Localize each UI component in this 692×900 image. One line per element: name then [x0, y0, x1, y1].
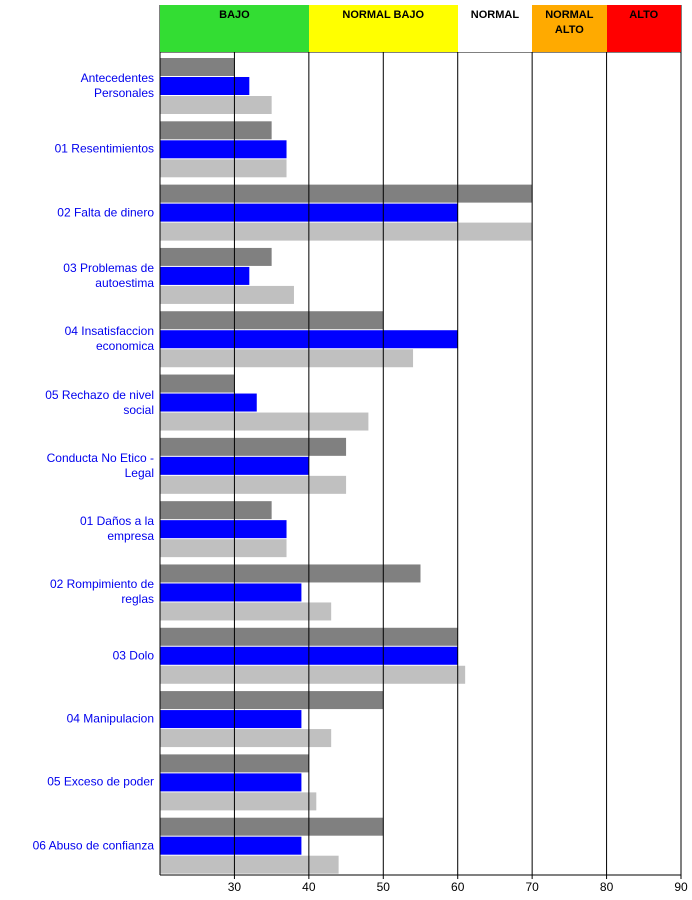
- bar: [160, 77, 250, 95]
- x-tick-label: 30: [228, 880, 242, 894]
- x-tick-label: 90: [674, 880, 688, 894]
- category-label: 02 Falta de dinero: [57, 205, 154, 220]
- bar: [160, 437, 347, 456]
- category-label: Conducta No Etico - Legal: [46, 450, 154, 480]
- category-label: 04 Manipulacion: [66, 711, 154, 726]
- category-label: 01 Daños a la empresa: [79, 514, 154, 544]
- zone-header: ALTO: [606, 5, 681, 52]
- bar: [160, 140, 287, 159]
- bar: [160, 836, 302, 855]
- bar: [160, 311, 384, 330]
- category-label: 03 Dolo: [112, 648, 154, 663]
- category-label: 01 Resentimientos: [54, 141, 154, 156]
- bar: [160, 501, 272, 520]
- bar: [160, 266, 250, 285]
- zone-header: NORMAL ALTO: [532, 5, 607, 52]
- category-label: 05 Rechazo de nivel social: [45, 387, 154, 417]
- category-label: 06 Abuso de confianza: [32, 838, 154, 853]
- bar: [160, 855, 339, 874]
- bar: [160, 247, 272, 266]
- bar: [160, 58, 235, 76]
- bar: [160, 564, 421, 583]
- bar: [160, 710, 302, 729]
- category-label: 03 Problemas de autoestima: [63, 260, 154, 290]
- zone-header: BAJO: [160, 5, 309, 52]
- bar: [160, 374, 235, 393]
- bar: [160, 96, 272, 114]
- bar: [160, 691, 384, 710]
- category-label: 04 Insatisfaccion economica: [64, 324, 154, 354]
- category-label: 02 Rompimiento de reglas: [49, 577, 154, 607]
- bar: [160, 159, 287, 178]
- bar: [160, 121, 272, 140]
- bar: [160, 792, 317, 811]
- zone-header: NORMAL: [457, 5, 533, 52]
- bar: [160, 729, 332, 748]
- bar: [160, 393, 257, 412]
- bar: [160, 602, 332, 621]
- bar: [160, 349, 414, 368]
- bar: [160, 285, 294, 304]
- x-tick-label: 80: [600, 880, 614, 894]
- x-tick-label: 40: [302, 880, 316, 894]
- zone-header: NORMAL BAJO: [308, 5, 458, 52]
- bar: [160, 222, 533, 241]
- category-label: 05 Exceso de poder: [47, 774, 154, 789]
- bar: [160, 412, 369, 431]
- bar: [160, 184, 533, 203]
- bar: [160, 817, 384, 836]
- bar: [160, 665, 466, 684]
- x-tick-label: 60: [451, 880, 465, 894]
- category-label: Antecedentes Personales: [80, 71, 154, 100]
- bar: [160, 539, 287, 558]
- bar: [160, 773, 302, 792]
- x-tick-label: 50: [377, 880, 391, 894]
- x-tick-label: 70: [525, 880, 539, 894]
- bar: [160, 475, 347, 494]
- bar: [160, 520, 287, 539]
- bar: [160, 583, 302, 602]
